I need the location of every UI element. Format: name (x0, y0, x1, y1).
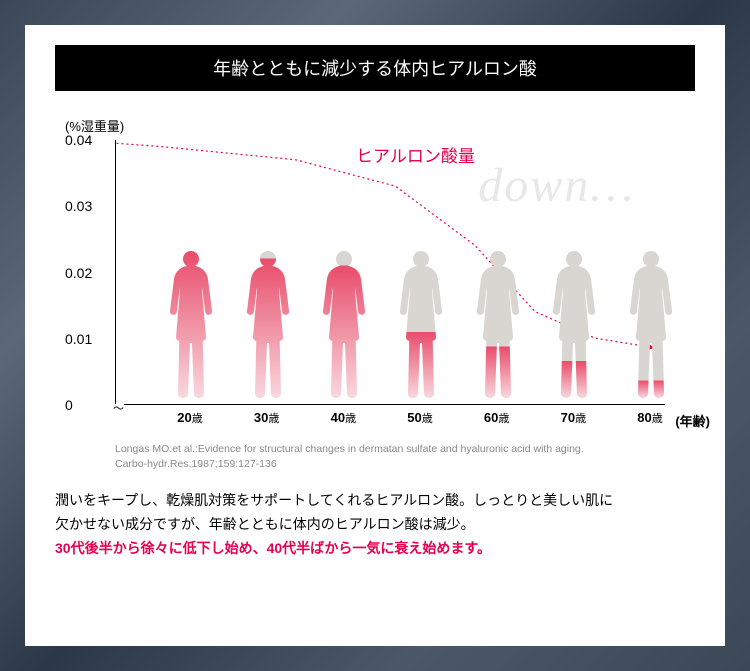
body-figure (392, 249, 450, 404)
y-axis: 0.040.030.020.010 (65, 140, 110, 430)
body-figure (315, 249, 373, 404)
y-tick: 0 (65, 397, 73, 413)
x-tick: 50歳 (407, 410, 432, 426)
info-card: 年齢とともに減少する体内ヒアルロン酸 (%湿重量) 0.04 0.03 0.02 0.… (25, 25, 725, 646)
description: 潤いをキープし、乾燥肌対策をサポートしてくれるヒアルロン酸。しっとりと美しい肌に… (55, 489, 695, 560)
desc-highlight: 30代後半から徐々に低下し始め、40代半ばから一気に衰え始めます。 (55, 537, 695, 561)
body-figure (469, 249, 527, 404)
chart-title: 年齢とともに減少する体内ヒアルロン酸 (55, 45, 695, 91)
y-tick: 0.03 (65, 198, 92, 214)
y-axis-label: (%湿重量) (65, 116, 695, 135)
y-tick: 0.04 (65, 132, 92, 148)
x-tick: 80歳 (637, 410, 662, 426)
chart: 0.040.030.020.010 down… ヒアルロン酸量 〜 (年齢) 2… (65, 140, 665, 430)
x-tick: 20歳 (177, 410, 202, 426)
desc-line: 欠かせない成分ですが、年齢とともに体内のヒアルロン酸は減少。 (55, 513, 695, 537)
plot-area: down… ヒアルロン酸量 (115, 140, 665, 405)
body-figure (545, 249, 603, 404)
citation-line: Longas MO.et al.:Evidence for structural… (115, 442, 695, 457)
chart-container: (%湿重量) 0.040.030.020.010 down… ヒアルロン酸量 〜… (65, 116, 695, 471)
citation: Longas MO.et al.:Evidence for structural… (115, 442, 695, 471)
body-figure (239, 249, 297, 404)
x-tick: 30歳 (254, 410, 279, 426)
x-tick: 40歳 (331, 410, 356, 426)
body-figure (162, 249, 220, 404)
x-axis: (年齢) 20歳30歳40歳50歳60歳70歳80歳 (115, 410, 665, 430)
y-tick: 0.01 (65, 331, 92, 347)
x-tick: 70歳 (561, 410, 586, 426)
x-axis-title: (年齢) (675, 411, 710, 430)
desc-line: 潤いをキープし、乾燥肌対策をサポートしてくれるヒアルロン酸。しっとりと美しい肌に (55, 489, 695, 513)
citation-line: Carbo-hydr.Res.1987;159:127-136 (115, 457, 695, 472)
x-tick: 60歳 (484, 410, 509, 426)
body-figure (622, 249, 680, 404)
y-tick: 0.02 (65, 265, 92, 281)
